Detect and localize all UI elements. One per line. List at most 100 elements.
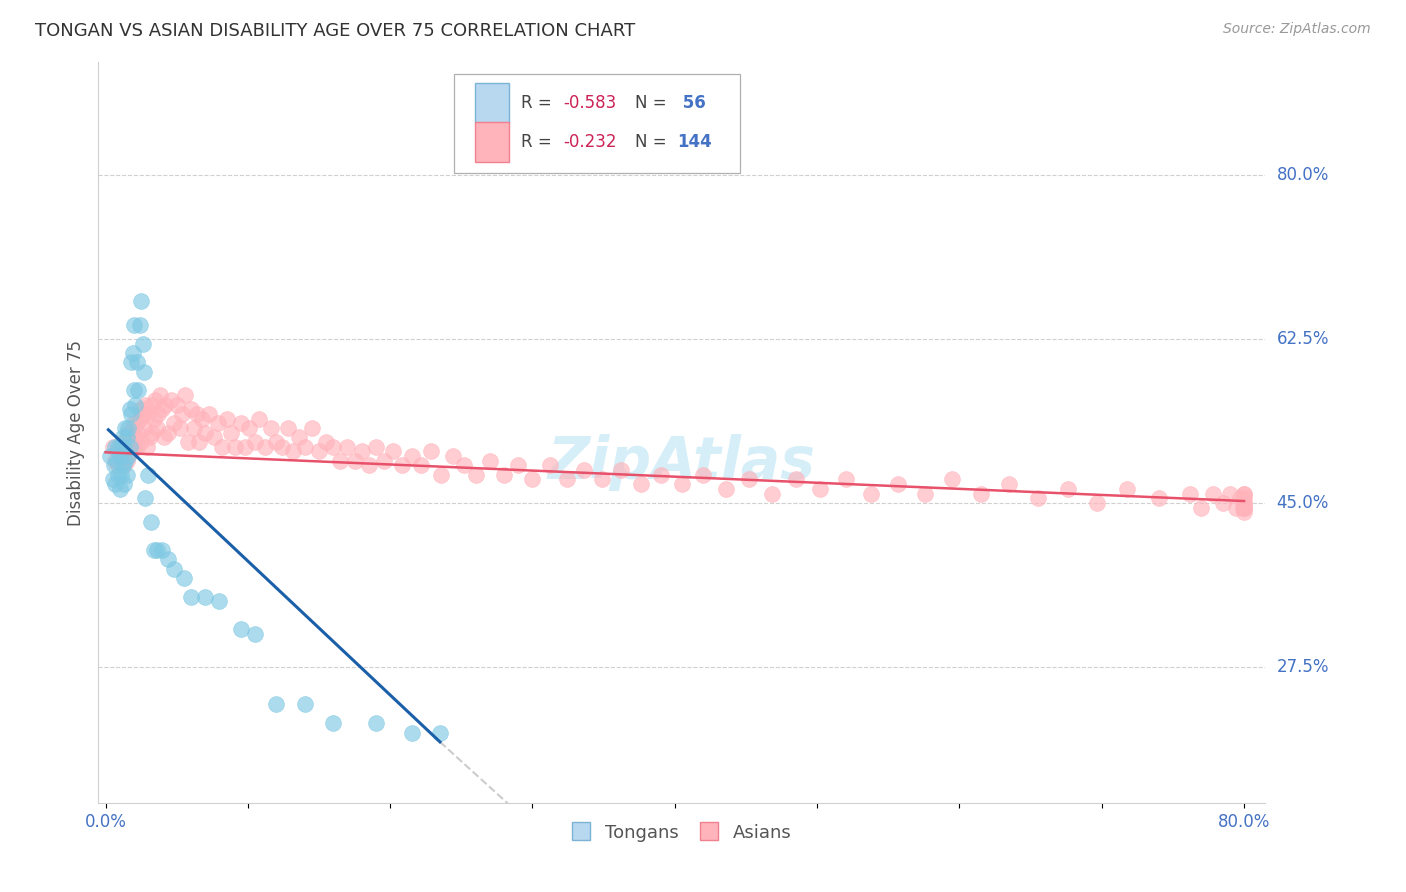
Point <box>104 454 127 468</box>
Point <box>229 623 252 637</box>
Point <box>650 467 672 482</box>
Point <box>139 515 162 529</box>
Point <box>1189 500 1212 515</box>
Point <box>163 416 186 430</box>
Point <box>125 440 148 454</box>
Point <box>208 594 231 608</box>
Point <box>887 477 910 491</box>
Point <box>194 425 217 440</box>
Point <box>117 449 139 463</box>
Point <box>834 473 856 487</box>
FancyBboxPatch shape <box>454 73 741 173</box>
Point <box>738 473 761 487</box>
Point <box>112 444 135 458</box>
Point <box>128 411 150 425</box>
Point <box>382 444 405 458</box>
Point <box>105 444 128 458</box>
Text: R =: R = <box>520 133 557 151</box>
Point <box>122 416 145 430</box>
Point <box>125 416 148 430</box>
Point <box>555 473 578 487</box>
Point <box>1178 486 1201 500</box>
Text: 56: 56 <box>678 95 706 112</box>
Point <box>174 388 197 402</box>
Point <box>112 458 135 473</box>
Point <box>157 552 180 566</box>
Point <box>714 482 737 496</box>
Point <box>152 542 174 557</box>
Point <box>357 458 380 473</box>
Point <box>364 440 387 454</box>
Point <box>142 542 165 557</box>
Text: -0.232: -0.232 <box>562 133 616 151</box>
Point <box>229 416 252 430</box>
Text: N =: N = <box>636 95 672 112</box>
Point <box>1026 491 1049 506</box>
Point <box>998 477 1021 491</box>
Point <box>391 458 413 473</box>
Point <box>107 458 129 473</box>
Point <box>1202 486 1225 500</box>
Point <box>301 421 323 435</box>
Point <box>136 407 159 421</box>
Point <box>152 402 174 417</box>
Point <box>105 454 128 468</box>
Point <box>464 467 486 482</box>
Point <box>117 421 139 435</box>
Point <box>692 467 714 482</box>
Point <box>121 440 143 454</box>
Point <box>186 407 208 421</box>
Point <box>785 473 807 487</box>
Point <box>136 467 159 482</box>
Point <box>591 473 613 487</box>
Point <box>1233 486 1256 500</box>
Point <box>478 454 501 468</box>
Point <box>1233 496 1256 510</box>
Point <box>135 440 157 454</box>
Point <box>401 725 423 739</box>
Point <box>219 425 242 440</box>
Point <box>155 397 177 411</box>
Point <box>120 355 142 369</box>
Point <box>1087 496 1109 510</box>
Point <box>98 449 121 463</box>
Point <box>266 435 288 450</box>
Point <box>115 430 138 444</box>
Point <box>233 440 256 454</box>
Point <box>120 407 142 421</box>
Point <box>247 411 270 425</box>
Point <box>169 421 191 435</box>
Point <box>1233 491 1256 506</box>
Point <box>207 416 229 430</box>
Point <box>118 440 141 454</box>
Point <box>121 346 143 360</box>
Legend: Tongans, Asians: Tongans, Asians <box>565 816 799 849</box>
Point <box>124 430 146 444</box>
Point <box>1212 496 1234 510</box>
Text: 45.0%: 45.0% <box>1277 494 1329 512</box>
Point <box>315 435 337 450</box>
Point <box>127 425 149 440</box>
Point <box>322 716 344 731</box>
Point <box>1147 491 1170 506</box>
Point <box>131 336 153 351</box>
Point <box>141 425 163 440</box>
Point <box>411 458 433 473</box>
Point <box>283 444 305 458</box>
Point <box>101 473 124 487</box>
Point <box>180 590 202 604</box>
Point <box>112 477 135 491</box>
Point <box>453 458 475 473</box>
Point <box>142 411 165 425</box>
Point <box>188 435 211 450</box>
Point <box>1233 505 1256 519</box>
Point <box>572 463 595 477</box>
Point <box>114 440 136 454</box>
Point <box>139 397 162 411</box>
Point <box>609 463 631 477</box>
Point <box>277 421 299 435</box>
Point <box>211 440 233 454</box>
Point <box>108 440 131 454</box>
Point <box>131 407 153 421</box>
Point <box>118 435 141 450</box>
